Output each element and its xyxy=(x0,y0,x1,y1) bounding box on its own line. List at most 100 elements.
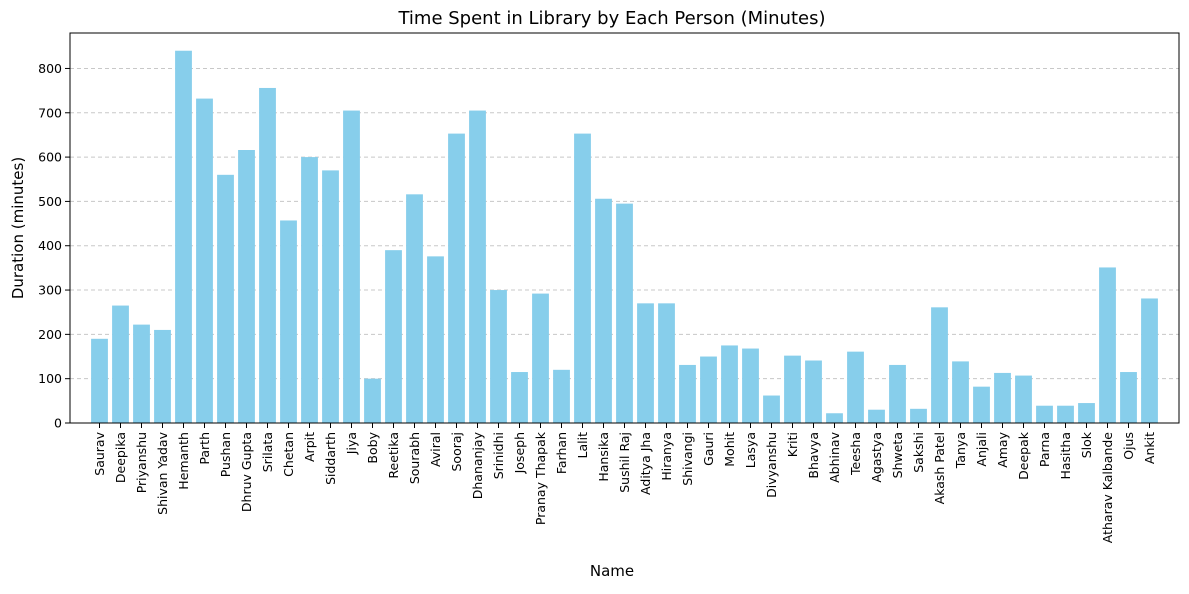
bar xyxy=(595,198,612,423)
bar xyxy=(469,110,486,423)
bar xyxy=(280,220,297,423)
y-tick-label: 500 xyxy=(38,194,62,209)
bar xyxy=(301,157,318,423)
x-tick-label: Slok xyxy=(1079,431,1094,458)
x-tick-label: Agastya xyxy=(869,432,884,483)
bar xyxy=(91,338,108,423)
x-tick-label: Sakshi xyxy=(911,432,926,473)
bar xyxy=(406,194,423,423)
x-tick-label: Kriti xyxy=(785,432,800,457)
x-tick-label: Priyanshu xyxy=(134,432,149,493)
x-tick-label: Divyanshu xyxy=(764,432,779,498)
bar xyxy=(931,307,948,423)
bar xyxy=(490,290,507,423)
x-tick-label: Dhananjay xyxy=(470,431,485,499)
x-ticks: Saurav Deepika Priyanshu Shivan Yadav Hemant… xyxy=(92,423,1157,543)
x-tick-label: Deepika xyxy=(113,432,128,483)
bar xyxy=(1141,298,1158,423)
x-tick-label: Aviral xyxy=(428,432,443,467)
bar xyxy=(826,413,843,423)
y-tick-label: 600 xyxy=(38,150,62,165)
y-tick-label: 0 xyxy=(54,416,62,431)
bar xyxy=(910,408,927,423)
x-tick-label: Chetan xyxy=(281,432,296,477)
bar xyxy=(574,133,591,423)
x-tick-label: Anjali xyxy=(974,432,989,467)
x-tick-label: Pranay Thapak xyxy=(533,431,548,525)
x-tick-label: Siddarth xyxy=(323,432,338,485)
x-tick-label: Parth xyxy=(197,432,212,465)
x-tick-label: Aditya Jha xyxy=(638,432,653,495)
x-tick-label: Sooraj xyxy=(449,432,464,472)
x-tick-label: Sushil Raj xyxy=(617,432,632,493)
x-tick-label: Hasitha xyxy=(1058,432,1073,480)
bar xyxy=(952,361,969,423)
x-tick-label: Shivangi xyxy=(680,432,695,486)
bar xyxy=(1078,403,1095,423)
bar xyxy=(175,50,192,424)
y-tick-label: 200 xyxy=(38,327,62,342)
x-tick-label: Boby xyxy=(365,431,380,463)
y-tick-label: 700 xyxy=(38,105,62,120)
x-tick-label: Abhinav xyxy=(827,431,842,482)
bar xyxy=(1057,405,1074,423)
x-tick-label: Sourabh xyxy=(407,432,422,484)
bar xyxy=(385,250,402,423)
x-tick-label: Atharav Kalbande xyxy=(1100,432,1115,544)
x-tick-label: Mohit xyxy=(722,432,737,467)
x-tick-label: Parna xyxy=(1037,432,1052,467)
bar xyxy=(784,355,801,423)
x-tick-label: Arpit xyxy=(302,432,317,462)
y-axis-label: Duration (minutes) xyxy=(9,157,27,299)
y-tick-label: 800 xyxy=(38,61,62,76)
x-tick-label: Joseph xyxy=(512,432,527,474)
bar xyxy=(805,360,822,423)
x-tick-label: Shweta xyxy=(890,432,905,478)
x-tick-label: Deepak xyxy=(1016,431,1031,480)
bar xyxy=(616,203,633,423)
bar xyxy=(1120,372,1137,423)
bar xyxy=(511,372,528,423)
bar xyxy=(1015,375,1032,423)
x-tick-label: Shivan Yadav xyxy=(155,431,170,514)
bar xyxy=(637,303,654,423)
x-tick-label: Lalit xyxy=(575,432,590,459)
x-tick-label: Hiranya xyxy=(659,432,674,481)
y-ticks: 0 100 200 300 400 500 600 700 800 xyxy=(38,61,70,431)
bar xyxy=(994,372,1011,423)
bar xyxy=(238,150,255,423)
x-tick-label: Hemanth xyxy=(176,432,191,490)
y-tick-label: 300 xyxy=(38,283,62,298)
bar xyxy=(427,256,444,423)
x-tick-label: Akash Patel xyxy=(932,432,947,504)
y-tick-label: 400 xyxy=(38,238,62,253)
bar xyxy=(763,395,780,423)
y-tick-label: 100 xyxy=(38,371,62,386)
bar xyxy=(1099,267,1116,423)
bar xyxy=(973,386,990,423)
bar xyxy=(679,364,696,423)
bar xyxy=(889,364,906,423)
bar xyxy=(217,174,234,423)
x-tick-label: Ojus xyxy=(1121,432,1136,460)
bar xyxy=(112,305,129,423)
x-tick-label: Hansika xyxy=(596,432,611,482)
bar xyxy=(259,87,276,424)
bar xyxy=(448,133,465,423)
x-tick-label: Lasya xyxy=(743,432,758,468)
x-tick-label: Ankit xyxy=(1142,432,1157,464)
x-tick-label: Bhavya xyxy=(806,432,821,479)
bar xyxy=(658,303,675,423)
bar xyxy=(532,293,549,423)
bar xyxy=(742,348,759,423)
bar xyxy=(721,345,738,423)
bar xyxy=(700,356,717,423)
bar xyxy=(154,329,171,423)
x-tick-label: Jiya xyxy=(344,432,359,455)
x-tick-label: Amay xyxy=(995,431,1010,467)
x-tick-label: Gauri xyxy=(701,432,716,466)
x-tick-label: Tanya xyxy=(953,432,968,469)
x-tick-label: Saurav xyxy=(92,431,107,475)
bar xyxy=(343,110,360,423)
